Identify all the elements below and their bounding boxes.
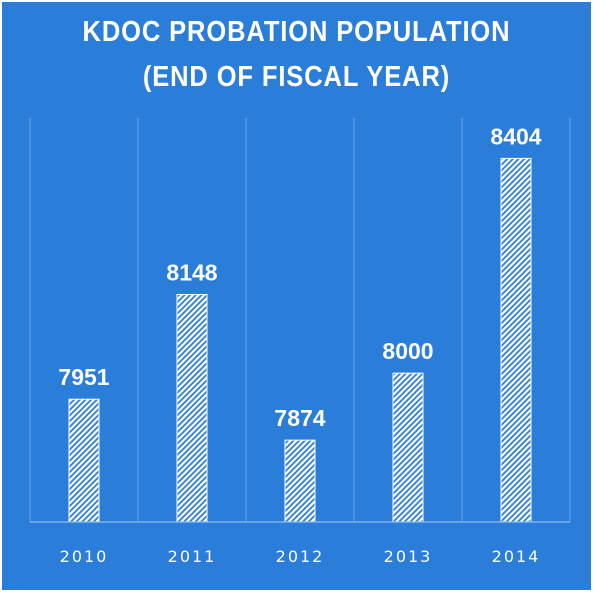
data-label-2011: 8148 [166,259,217,285]
x-tick-label-2014: 2014 [492,547,541,566]
bar-2014 [500,157,532,523]
data-label-2014: 8404 [490,123,541,149]
x-tick-label-2011: 2011 [168,547,217,566]
bars [68,157,532,523]
bar-2011 [176,293,208,523]
data-label-2010: 7951 [58,364,109,390]
data-labels: 7951 8148 7874 8000 8404 [58,123,541,431]
chart-title-line-1: KDOC PROBATION POPULATION [82,16,511,48]
bar-2013 [392,372,424,523]
bar-2010 [68,398,100,523]
grid-lines [29,118,571,522]
data-label-2013: 8000 [382,338,433,364]
x-tick-label-2012: 2012 [276,547,325,566]
x-tick-label-2013: 2013 [384,547,433,566]
bar-2012 [284,439,316,523]
x-axis-tick-labels: 2010 2011 2012 2013 2014 [60,547,541,566]
data-label-2012: 7874 [274,405,325,431]
x-tick-label-2010: 2010 [60,547,109,566]
chart-title-line-2: (END OF FISCAL YEAR) [142,61,451,93]
